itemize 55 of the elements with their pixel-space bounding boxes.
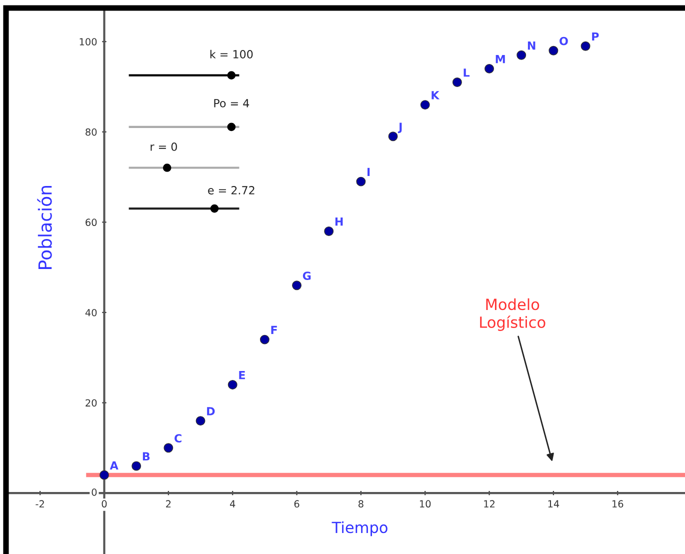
x-tick-label: 16 [612,500,624,508]
x-tick-label: 8 [358,500,364,508]
point [260,334,270,344]
annotation: I [368,168,370,176]
x-tick-label: 12 [484,500,494,508]
point [164,443,174,453]
point [356,176,366,186]
y-tick-label: 100 [80,38,97,46]
point [132,461,142,471]
annotation: M [496,55,505,64]
annotation: B [142,452,150,460]
x-tick-label: 0 [102,500,107,508]
point [484,64,494,74]
x-tick-label: 10 [420,500,431,508]
point [420,100,430,110]
point [452,77,462,87]
x-tick-label: 4 [230,500,236,508]
x-tick-label: 2 [166,500,171,508]
x-axis-title: Tiempo [332,521,388,536]
point [228,380,238,390]
annotation: Po = 4 [214,99,250,108]
y-tick-label: 80 [86,128,97,136]
annotation: k = 100 [210,50,253,58]
y-tick-label: 40 [85,308,97,316]
y-tick-label: 0 [92,488,97,496]
y-tick-label: 60 [86,218,97,226]
point [292,280,302,290]
annotation: e = 2.72 [208,186,254,194]
annotation: G [302,272,311,280]
annotation: r = 0 [150,142,177,151]
point [196,416,206,426]
annotation: P [592,32,599,41]
x-tick-label: -2 [36,500,44,508]
annotation: F [271,326,277,334]
point [324,226,334,236]
annotation: L [464,68,470,77]
point [516,50,526,60]
annotation: N [528,41,536,50]
annotation: E [239,371,245,380]
point [100,470,109,480]
point [548,46,558,56]
point [388,132,398,142]
x-tick-label: 6 [294,500,300,508]
y-axis-title: Población [37,186,52,269]
annotation: C [174,434,182,443]
annotation: K [432,91,440,100]
annotation: Modelo Logístico [480,298,546,331]
point [580,41,590,51]
y-tick-label: 20 [86,399,97,407]
annotation: H [335,218,343,226]
annotation: D [207,407,215,416]
annotation: A [110,461,118,470]
annotation: O [560,36,568,46]
annotation: J [398,122,402,134]
x-tick-label: 14 [548,500,560,508]
